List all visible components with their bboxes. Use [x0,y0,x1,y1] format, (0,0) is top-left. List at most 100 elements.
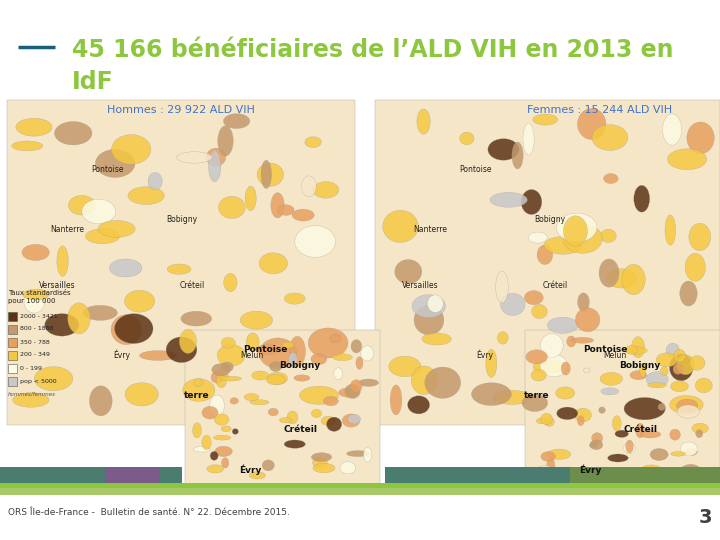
Text: Pontoise: Pontoise [243,346,287,354]
Text: Bobigny: Bobigny [534,215,566,225]
Ellipse shape [183,379,215,401]
Ellipse shape [670,354,693,381]
Text: Melun: Melun [240,350,264,360]
Ellipse shape [660,367,668,375]
Text: Nanterre: Nanterre [50,226,84,234]
Ellipse shape [685,253,706,281]
Ellipse shape [211,372,223,383]
Ellipse shape [577,416,584,426]
Ellipse shape [626,440,634,453]
Text: Bobigny: Bobigny [619,361,661,369]
Ellipse shape [321,416,336,426]
Ellipse shape [389,356,421,377]
Bar [7,100,355,425]
Ellipse shape [230,397,238,404]
Ellipse shape [326,417,342,431]
Ellipse shape [213,435,231,440]
Ellipse shape [498,332,508,344]
Ellipse shape [600,373,623,386]
Ellipse shape [522,394,548,411]
Ellipse shape [359,379,379,387]
Ellipse shape [23,289,49,300]
Text: Pontoise: Pontoise [459,165,491,174]
Text: Évry: Évry [477,350,493,360]
Ellipse shape [670,395,703,414]
Ellipse shape [561,362,570,375]
Ellipse shape [350,380,362,393]
Ellipse shape [626,347,647,354]
Ellipse shape [216,375,227,388]
Ellipse shape [673,364,683,374]
Ellipse shape [648,382,666,388]
Ellipse shape [330,334,341,343]
Ellipse shape [83,305,117,320]
Ellipse shape [414,305,444,335]
Ellipse shape [220,374,229,380]
Ellipse shape [323,396,338,406]
Ellipse shape [526,350,547,364]
Ellipse shape [207,465,224,473]
Ellipse shape [696,430,703,437]
Ellipse shape [512,142,523,169]
Bar [8,364,17,373]
Text: Évry: Évry [579,465,601,475]
Ellipse shape [670,381,688,392]
Ellipse shape [607,269,636,288]
Ellipse shape [82,199,116,224]
Ellipse shape [128,187,164,205]
Ellipse shape [112,134,151,164]
Ellipse shape [599,259,619,287]
Ellipse shape [269,408,279,416]
Ellipse shape [261,160,271,188]
Ellipse shape [221,426,231,431]
Bar [8,377,17,386]
Ellipse shape [541,334,563,357]
Ellipse shape [217,126,233,156]
Ellipse shape [667,149,706,170]
Text: 200 - 349: 200 - 349 [20,353,50,357]
Ellipse shape [269,361,282,372]
Ellipse shape [472,383,511,406]
Ellipse shape [311,353,327,365]
Text: pop < 5000: pop < 5000 [20,379,57,383]
Text: Évry: Évry [114,350,130,360]
Ellipse shape [356,357,363,369]
Bar [385,467,530,483]
Ellipse shape [289,353,297,367]
Ellipse shape [408,396,430,414]
Ellipse shape [176,152,212,163]
Ellipse shape [16,118,52,136]
Ellipse shape [624,442,635,454]
Ellipse shape [696,378,712,393]
Ellipse shape [590,443,598,448]
Ellipse shape [537,245,553,265]
Text: ORS Île-de-France -  Bulletin de santé. N° 22. Décembre 2015.: ORS Île-de-France - Bulletin de santé. N… [8,508,290,517]
Ellipse shape [300,386,338,404]
Ellipse shape [646,372,668,387]
Text: Pontoise: Pontoise [91,165,123,174]
Ellipse shape [583,368,590,373]
Ellipse shape [534,465,556,480]
Ellipse shape [95,150,135,178]
Ellipse shape [192,423,202,438]
Ellipse shape [125,290,155,312]
Ellipse shape [490,192,527,207]
Ellipse shape [521,190,541,214]
Ellipse shape [45,314,79,336]
Ellipse shape [266,375,285,385]
Ellipse shape [680,442,698,456]
Ellipse shape [562,473,585,478]
Ellipse shape [590,440,603,450]
Ellipse shape [284,440,305,448]
Ellipse shape [601,388,618,395]
Bar [0,488,720,495]
Ellipse shape [634,185,649,212]
Text: Créteil: Créteil [623,426,657,435]
Ellipse shape [312,457,328,468]
Ellipse shape [249,472,266,479]
Ellipse shape [622,265,645,295]
Bar [8,338,17,347]
Ellipse shape [493,390,531,404]
Bar [105,467,160,483]
Ellipse shape [412,295,446,318]
